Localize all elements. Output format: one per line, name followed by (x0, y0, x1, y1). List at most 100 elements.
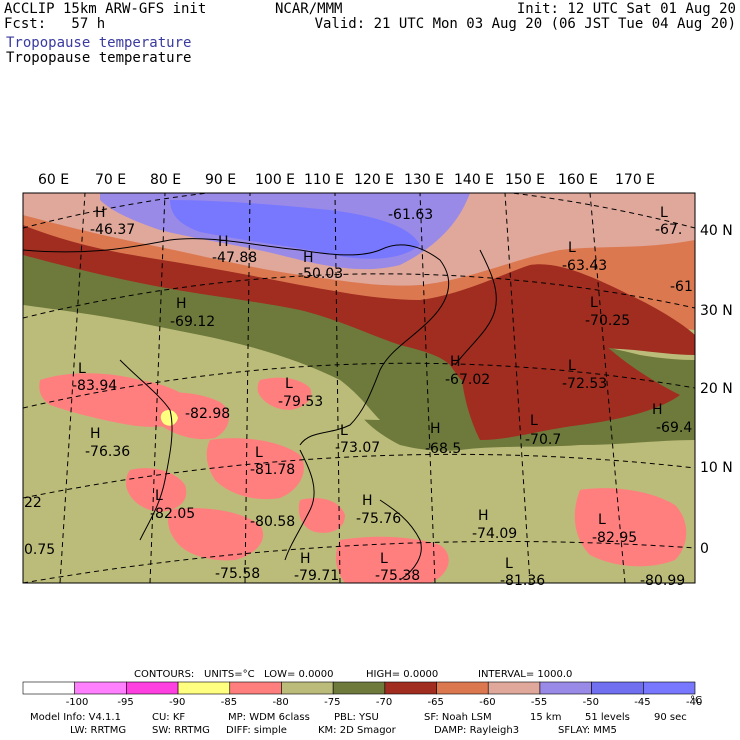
lat-label: 40 N (700, 223, 733, 239)
legend-interval-label: INTERVAL= 1000.0 (478, 669, 572, 680)
colorbar-swatch (281, 681, 334, 695)
center-type: L (598, 512, 606, 528)
colorbar-tick-label: -45 (634, 697, 650, 708)
lon-label: 160 E (558, 172, 598, 188)
colorbar-swatch (539, 681, 592, 695)
lon-label: 90 E (205, 172, 236, 188)
lon-label: 70 E (95, 172, 126, 188)
colorbar-ticks: -100 -95 -90 -85 -80 -75 -70 -65 -60 -55 -50 -45 -40 (66, 697, 703, 708)
colorbar-swatch (643, 681, 696, 695)
lon-label: 110 E (304, 172, 344, 188)
colorbar-tick-label: -40 (686, 697, 702, 708)
colorbar-swatches (22, 681, 696, 695)
center-type: L (568, 240, 576, 256)
colorbar-legend: CONTOURS: UNITS=°C LOW= 0.0000 HIGH= 0.0… (22, 669, 703, 708)
center-value: -63.43 (562, 258, 607, 274)
legend-units-label: UNITS=°C (204, 669, 255, 680)
colorbar-swatch (22, 681, 75, 695)
center-type: L (505, 556, 513, 572)
center-value: -81.78 (250, 462, 295, 478)
legend-contours-label: CONTOURS: (134, 669, 194, 680)
colorbar-tick-label: -70 (376, 697, 392, 708)
field-name-contour: Tropopause temperature (6, 50, 192, 66)
center-value: -75.58 (215, 566, 260, 582)
center-value: -74.09 (472, 526, 517, 542)
colorbar-swatch (74, 681, 127, 695)
center-value: -73.07 (335, 440, 380, 456)
colorbar-swatch (177, 681, 231, 695)
center-value: -82.98 (185, 406, 230, 422)
colorbar-tick-label: -75 (324, 697, 340, 708)
tropopause-field (23, 193, 695, 583)
center-value: -61 (670, 279, 693, 295)
center-type: H (218, 234, 229, 250)
lat-label: 20 N (700, 381, 733, 397)
legend-high-label: HIGH= 0.0000 (366, 669, 438, 680)
colorbar-tick-label: -50 (583, 697, 599, 708)
lat-label: 30 N (700, 303, 733, 319)
colorbar-tick-label: -90 (169, 697, 185, 708)
map-frame (22, 192, 696, 584)
center-value: -69.4 (656, 420, 692, 436)
center-value: -80.99 (640, 573, 685, 589)
lon-label: 80 E (150, 172, 181, 188)
center-value: -79.53 (278, 394, 323, 410)
center-value: 22 (24, 495, 42, 511)
colorbar-tick-label: -95 (117, 697, 133, 708)
lat-label: 0 (700, 541, 709, 557)
center-type: H (176, 296, 187, 312)
colorbar-tick-label: -85 (221, 697, 237, 708)
lon-label: 100 E (255, 172, 295, 188)
model-info-pbl: PBL: YSU (334, 712, 379, 723)
longitude-labels: 60 E 70 E 80 E 90 E 100 E 110 E 120 E 13… (38, 172, 655, 188)
center-value: -70.25 (585, 313, 630, 329)
center-value: -72.53 (562, 376, 607, 392)
center-type: L (255, 445, 263, 461)
center-type: H (478, 508, 489, 524)
lon-label: 120 E (354, 172, 394, 188)
center-type: H (90, 426, 101, 442)
model-info-cu: CU: KF (152, 712, 186, 723)
colorbar-tick-label: -100 (66, 697, 89, 708)
model-info-lw: LW: RRTMG (70, 725, 127, 736)
center-value: -69.12 (170, 314, 215, 330)
center-type: L (380, 551, 388, 567)
center-type: H (652, 402, 663, 418)
model-info-timestep: 90 sec (654, 712, 687, 723)
lon-label: 140 E (454, 172, 494, 188)
colorbar-swatch (126, 681, 179, 695)
producer-label: NCAR/MMM (275, 1, 343, 17)
center-value: -70.7 (525, 432, 561, 448)
center-value: -79.71 (294, 568, 339, 584)
center-value: -76.36 (85, 444, 130, 460)
title-line-1: ACCLIP 15km ARW-GFS init (4, 1, 207, 17)
init-time: Init: 12 UTC Sat 01 Aug 20 (516, 1, 736, 17)
latitude-labels: 40 N 30 N 20 N 10 N 0 (700, 223, 733, 557)
colorbar-tick-label: -55 (531, 697, 547, 708)
center-value: -82.95 (592, 530, 637, 546)
center-value: -46.37 (90, 222, 135, 238)
model-info-sflay: SFLAY: MM5 (558, 725, 617, 736)
center-type: L (340, 423, 348, 439)
center-value: -82.05 (150, 506, 195, 522)
model-info-sf: SF: Noah LSM (424, 712, 492, 723)
center-type: L (78, 361, 86, 377)
center-type: L (155, 488, 163, 504)
center-type: H (430, 421, 441, 437)
colorbar-swatch (487, 681, 541, 695)
center-type: H (95, 205, 106, 221)
center-value: -67.02 (445, 372, 490, 388)
forecast-hour: Fcst: 57 h (4, 16, 106, 32)
center-type: H (362, 493, 373, 509)
center-type: H (450, 354, 461, 370)
center-type: L (590, 295, 598, 311)
pressure-center-labels: H -46.37 H -47.88 H -50.03 -61.63 L -67.… (24, 205, 693, 589)
center-value: 0.75 (24, 542, 55, 558)
model-info-diff: DIFF: simple (226, 725, 287, 736)
colorbar-swatch (436, 681, 489, 695)
center-value: -68.5 (425, 441, 461, 457)
valid-time: Valid: 21 UTC Mon 03 Aug 20 (06 JST Tue … (314, 16, 736, 32)
center-type: H (300, 551, 311, 567)
center-value: -50.03 (298, 266, 343, 282)
center-value: -75.38 (375, 568, 420, 584)
